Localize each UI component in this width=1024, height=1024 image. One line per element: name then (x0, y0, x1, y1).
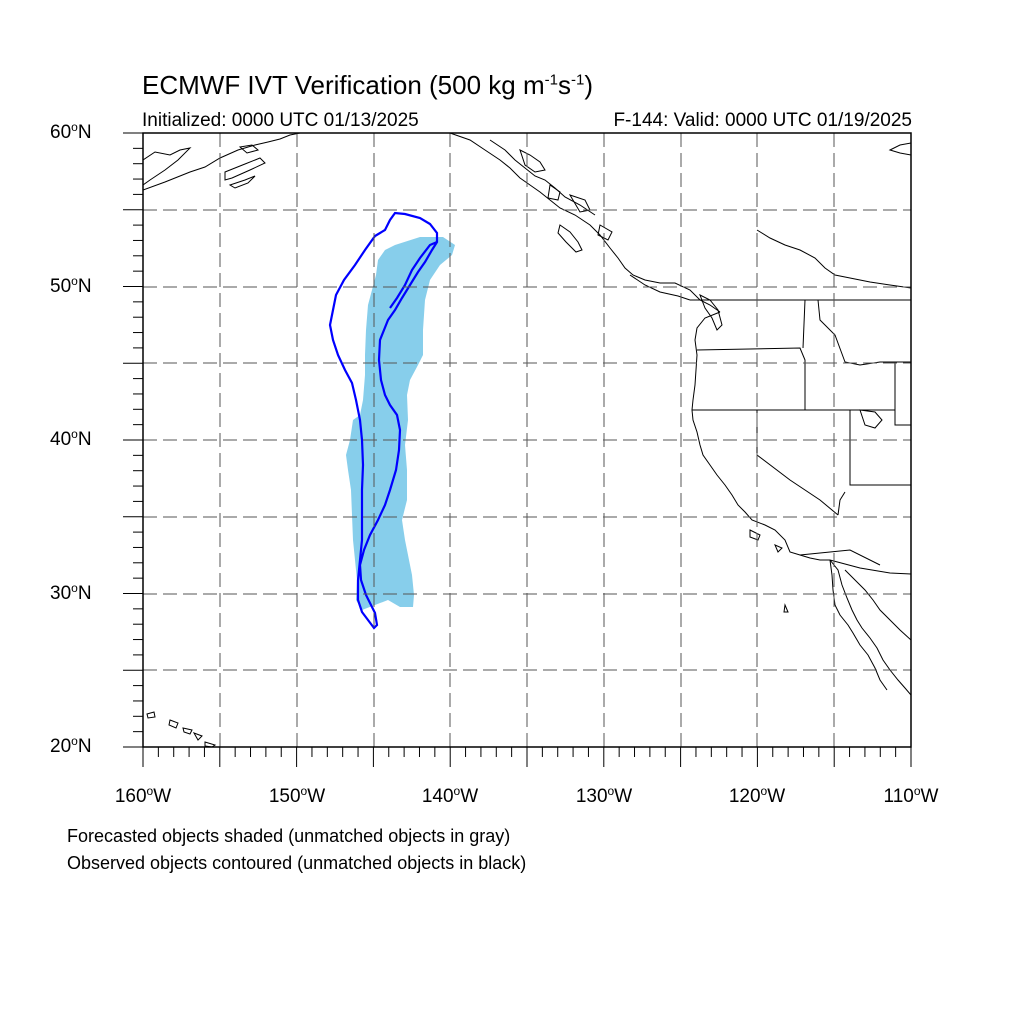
valid-time: F-144: Valid: 0000 UTC 01/19/2025 (613, 110, 912, 131)
grid-lines (143, 133, 911, 747)
observed-legend-note: Observed objects contoured (unmatched ob… (67, 853, 527, 873)
observed-object (328, 211, 439, 630)
lon-label-150: 150oW (268, 784, 326, 807)
lon-label-140: 140oW (421, 784, 479, 807)
lat-label-40: 40oN (50, 427, 92, 450)
lon-label-130: 130oW (575, 784, 633, 807)
lat-label-60: 60oN (50, 120, 92, 143)
forecast-legend-note: Forecasted objects shaded (unmatched obj… (67, 826, 511, 846)
lat-label-20: 20oN (50, 734, 92, 757)
lon-label-120: 120oW (728, 784, 786, 807)
lon-label-110: 110oW (883, 784, 939, 807)
axis-ticks (123, 132, 912, 767)
initialized-time: Initialized: 0000 UTC 01/13/2025 (142, 110, 419, 131)
lat-label-50: 50oN (50, 274, 92, 297)
lon-label-160: 160oW (114, 784, 172, 807)
map-title: ECMWF IVT Verification (500 kg m-1s-1) (142, 70, 593, 100)
lat-label-30: 30oN (50, 581, 92, 604)
